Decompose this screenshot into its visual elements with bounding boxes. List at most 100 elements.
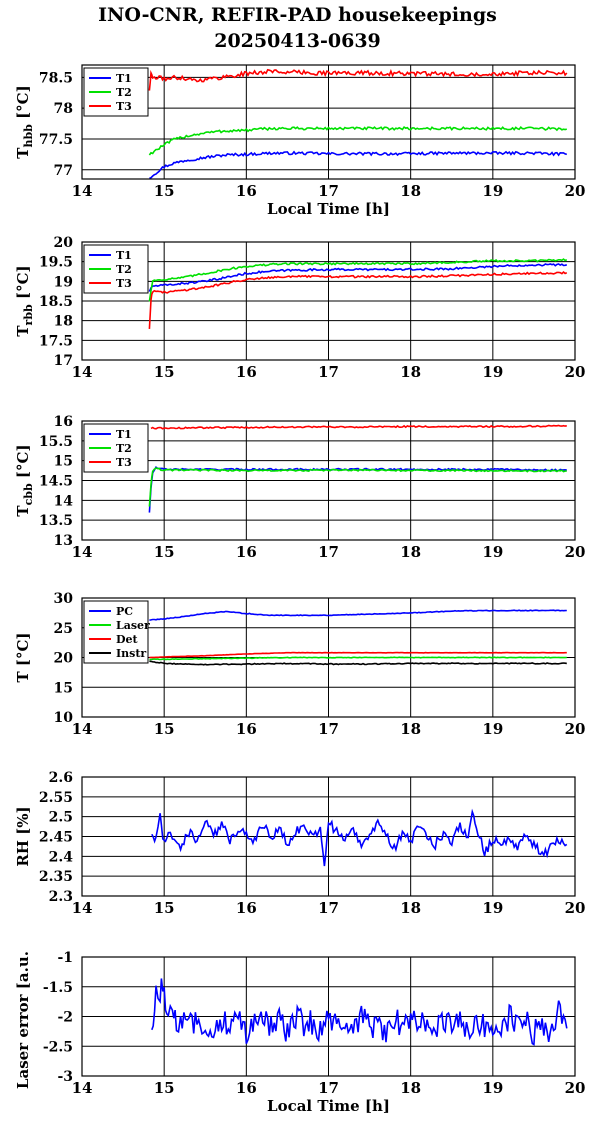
y-tick-label: 15: [54, 680, 73, 696]
x-tick-label: 16: [236, 363, 257, 381]
x-tick-label: 19: [482, 899, 503, 917]
plot-frame: [81, 64, 576, 180]
y-tick-label: 10: [54, 710, 74, 726]
x-tick-label: 19: [482, 720, 503, 738]
legend-label: T3: [116, 277, 132, 290]
plot-frame: [81, 956, 576, 1077]
series-line-t3: [148, 271, 568, 329]
series-line-t2: [148, 467, 567, 507]
chart-relative-humidity: 14 15 16 17 18 19 20 2.3 2.35 2.4 2.45 2.5 2.55 2.6 RH…: [14, 770, 585, 917]
x-tick-label: 15: [154, 543, 175, 561]
legend-label: T3: [116, 100, 132, 113]
x-tick-label: 14: [72, 899, 93, 917]
x-tick-label: 18: [400, 363, 421, 381]
y-tick-label: 78.5: [39, 70, 73, 86]
y-axis-label: RH [%]: [14, 806, 32, 866]
x-tick-label: 20: [565, 1079, 586, 1097]
y-tick-label: -1: [57, 950, 73, 966]
y-tick-label: 14.5: [39, 474, 73, 490]
series-line-t2: [148, 258, 568, 302]
chart-t-cbb: 14 15 16 17 18 19 20 13 13.5 14 14.5 15 15.5 16 Tcbb […: [14, 414, 586, 561]
legend-label: T2: [116, 442, 132, 455]
x-tick-label: 18: [400, 543, 421, 561]
legend-label: T3: [116, 456, 132, 469]
legend-label: Laser: [116, 619, 150, 632]
y-tick-label: 18: [54, 314, 73, 330]
x-tick-label: 16: [236, 720, 257, 738]
x-tick-label: 19: [482, 1079, 503, 1097]
figure-title: INO-CNR, REFIR-PAD housekeepings: [98, 4, 497, 26]
y-tick-label: 2.45: [39, 830, 73, 846]
series-line-t2: [148, 125, 567, 156]
chart-temperatures: 14 15 16 17 18 19 20 10 15 20 25 30 T [°C] PCLaserDet…: [14, 591, 586, 738]
legend-label: PC: [116, 605, 133, 618]
y-axis-label: Trbb [°C]: [14, 265, 35, 336]
x-tick-label: 20: [565, 543, 586, 561]
x-tick-label: 16: [236, 1079, 257, 1097]
x-tick-label: 17: [318, 899, 339, 917]
x-tick-label: 17: [318, 182, 339, 200]
y-tick-label: 30: [54, 591, 74, 607]
y-tick-label: -2: [57, 1010, 73, 1026]
x-tick-label: 15: [154, 720, 175, 738]
y-axis-label: Laser error [a.u.]: [14, 950, 32, 1089]
x-tick-label: 17: [318, 363, 339, 381]
x-tick-label: 15: [154, 182, 175, 200]
y-tick-label: 17: [54, 353, 73, 369]
series-line-instr: [149, 660, 567, 666]
y-tick-label: 13: [54, 533, 73, 549]
y-axis-label: Tcbb [°C]: [14, 444, 35, 516]
plot-frame: [81, 241, 576, 361]
x-tick-label: 18: [400, 1079, 421, 1097]
chart-laser-error: 14 15 16 17 18 19 20 -3 -2.5 -2 -1.5 -1 Local Time […: [14, 950, 586, 1115]
y-tick-label: 19: [54, 274, 73, 290]
y-tick-label: 77: [54, 163, 73, 179]
series-line-laser-error: [151, 978, 568, 1046]
x-tick-label: 20: [565, 720, 586, 738]
y-tick-label: 2.55: [39, 790, 73, 806]
x-tick-label: 18: [400, 899, 421, 917]
x-tick-label: 20: [565, 363, 586, 381]
x-tick-label: 18: [400, 182, 421, 200]
x-tick-label: 14: [72, 1079, 93, 1097]
x-axis-label: Local Time [h]: [267, 200, 390, 218]
series-line-t3: [148, 68, 568, 91]
x-tick-label: 19: [482, 543, 503, 561]
y-tick-label: 20: [54, 235, 74, 251]
y-axis-label: T [°C]: [14, 632, 32, 682]
x-tick-label: 16: [236, 543, 257, 561]
x-tick-label: 16: [236, 899, 257, 917]
chart-t-hbb: 14 15 16 17 18 19 20 77 77.5 78 78.5 Local Time [h]…: [14, 64, 586, 218]
y-tick-label: 2.5: [49, 810, 73, 826]
legend-label: T2: [116, 86, 132, 99]
x-tick-label: 20: [565, 182, 586, 200]
y-tick-label: 2.4: [49, 849, 74, 865]
chart-t-rbb: 14 15 16 17 18 19 20 17 17.5 18 18.5 19 19.5 20 Trbb […: [14, 235, 586, 381]
y-tick-label: 2.35: [39, 869, 73, 885]
y-tick-label: 2.3: [49, 889, 73, 905]
y-tick-label: 15: [54, 454, 73, 470]
series-line-t1: [149, 150, 568, 180]
series-line-pc: [149, 609, 567, 621]
x-tick-label: 19: [482, 363, 503, 381]
y-tick-label: 2.6: [49, 770, 73, 786]
y-tick-label: 19.5: [39, 255, 73, 271]
x-axis-label: Local Time [h]: [267, 1097, 390, 1115]
legend-label: T1: [116, 72, 132, 85]
y-tick-label: 15.5: [39, 434, 73, 450]
x-tick-label: 14: [72, 720, 93, 738]
series-line-det: [149, 651, 567, 659]
x-tick-label: 17: [318, 1079, 339, 1097]
x-tick-label: 14: [72, 182, 93, 200]
legend-label: T1: [116, 428, 132, 441]
x-tick-label: 16: [236, 182, 257, 200]
legend-label: T1: [116, 249, 132, 262]
plot-frame: [81, 597, 576, 718]
y-axis-label: Thbb [°C]: [14, 85, 35, 158]
x-tick-label: 17: [318, 543, 339, 561]
legend-label: Instr: [116, 647, 146, 660]
plot-frame: [81, 420, 576, 541]
y-tick-label: -3: [57, 1069, 73, 1085]
y-tick-label: 20: [54, 651, 74, 667]
